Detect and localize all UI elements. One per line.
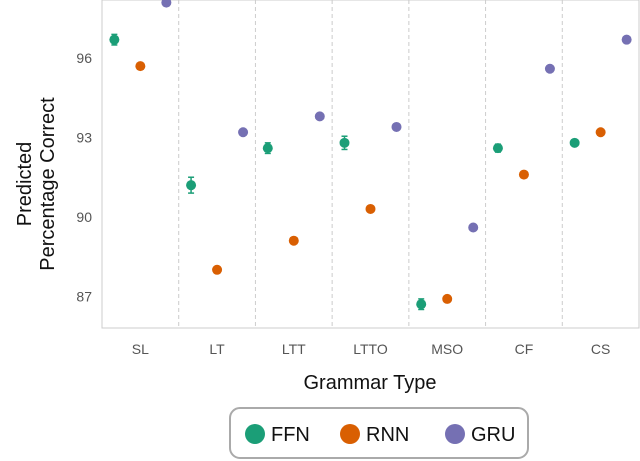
series-ffn <box>109 33 580 311</box>
x-axis-ticks: SL LT LTT LTTO MSO CF CS <box>132 341 611 357</box>
legend-label-rnn: RNN <box>366 424 409 446</box>
y-axis-title-line: Percentage Correct <box>37 97 59 271</box>
data-point <box>109 34 120 45</box>
data-point <box>212 264 223 275</box>
legend-box <box>229 407 529 459</box>
data-point <box>595 127 606 138</box>
data-point <box>468 222 479 233</box>
category-separators <box>178 0 563 328</box>
y-axis-title: PredictedPercentage Correct <box>14 97 59 271</box>
series-rnn <box>135 61 606 304</box>
data-point <box>135 61 146 72</box>
legend-label-ffn: FFN <box>271 424 310 446</box>
data-point <box>262 143 273 154</box>
legend-label-gru: GRU <box>471 424 515 446</box>
x-axis-title: Grammar Type <box>304 372 437 394</box>
data-point <box>391 121 402 132</box>
y-tick-label: 93 <box>76 130 92 146</box>
data-point <box>238 127 249 138</box>
data-point <box>186 180 197 191</box>
y-axis-title-line: Predicted <box>14 142 36 227</box>
data-point <box>544 63 555 74</box>
data-point <box>161 0 172 8</box>
x-tick-label: SL <box>132 341 149 357</box>
data-point <box>314 111 325 122</box>
series-gru <box>161 0 632 233</box>
y-tick-label: 87 <box>76 288 92 304</box>
x-tick-label: CF <box>515 341 534 357</box>
data-point <box>492 143 503 154</box>
x-tick-label: LTTO <box>353 341 388 357</box>
data-point <box>416 299 427 310</box>
x-tick-label: CS <box>591 341 610 357</box>
data-point <box>569 137 580 148</box>
x-tick-label: LT <box>209 341 225 357</box>
y-tick-label: 96 <box>76 50 92 66</box>
y-axis-ticks: 87 90 93 96 <box>76 50 92 304</box>
x-tick-label: MSO <box>431 341 463 357</box>
legend-items: FFN RNN GRU <box>245 424 515 446</box>
plot-area <box>101 0 640 329</box>
data-point <box>288 235 299 246</box>
x-tick-label: LTT <box>282 341 306 357</box>
data-point <box>339 137 350 148</box>
data-point <box>442 293 453 304</box>
data-point <box>365 203 376 214</box>
legend-marker-ffn <box>245 424 265 444</box>
legend-marker-rnn <box>340 424 360 444</box>
data-points <box>109 0 632 311</box>
legend-marker-gru <box>445 424 465 444</box>
legend: FFN RNN GRU <box>229 407 529 459</box>
data-point <box>518 169 529 180</box>
data-point <box>621 34 632 45</box>
y-tick-label: 90 <box>76 209 92 225</box>
